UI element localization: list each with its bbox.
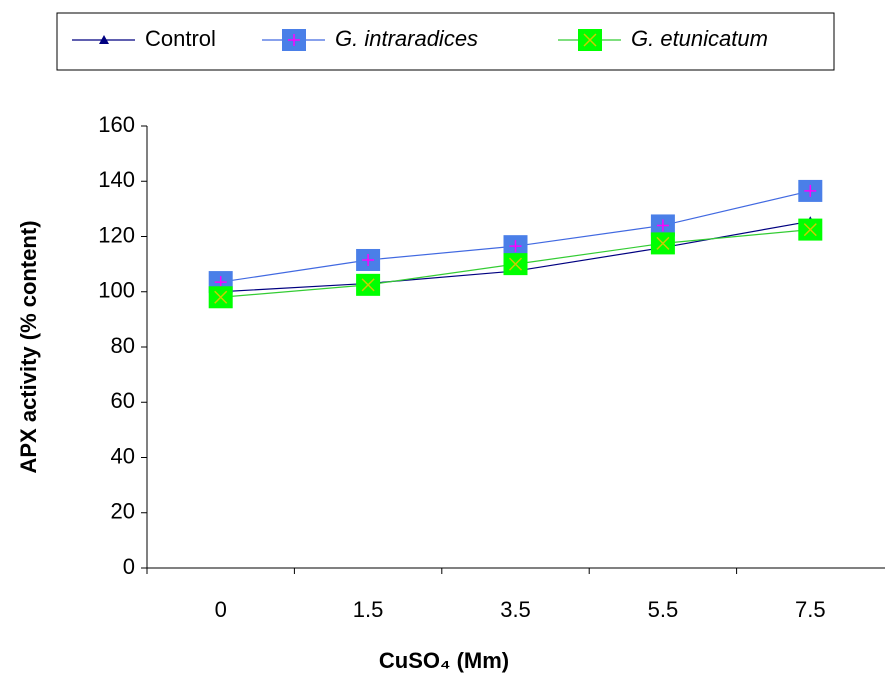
marker-x: [361, 278, 375, 292]
marker-plus: [804, 184, 817, 197]
y-tick-label: 140: [98, 167, 135, 192]
legend-marker: [578, 29, 602, 51]
data-point: [356, 248, 381, 271]
x-tick-label: 7.5: [795, 597, 826, 622]
y-tick-label: 80: [111, 333, 135, 358]
marker-plus: [656, 219, 669, 232]
legend-marker: [99, 35, 109, 44]
marker-plus: [509, 240, 522, 253]
y-tick-label: 20: [111, 499, 135, 524]
y-tick-label: 120: [98, 222, 135, 247]
marker-x: [214, 290, 228, 304]
marker-x: [583, 33, 597, 47]
x-tick-label: 1.5: [353, 597, 384, 622]
y-tick-label: 0: [123, 554, 135, 579]
marker-x: [656, 236, 670, 250]
x-tick-label: 3.5: [500, 597, 531, 622]
data-point: [650, 214, 675, 237]
x-tick-label: 0: [215, 597, 227, 622]
legend-box: [56, 12, 835, 71]
legend-marker: [282, 29, 306, 51]
y-tick-label: 160: [98, 112, 135, 137]
x-tick-label: 5.5: [648, 597, 679, 622]
y-tick-label: 100: [98, 278, 135, 303]
marker-x: [803, 223, 817, 237]
marker-plus: [214, 276, 227, 289]
data-point: [503, 253, 528, 276]
data-point: [503, 235, 528, 258]
legend-label: G. intraradices: [335, 26, 478, 51]
y-tick-label: 40: [111, 443, 135, 468]
y-tick-label: 60: [111, 388, 135, 413]
marker-triangle: [99, 35, 109, 44]
data-point: [356, 273, 381, 296]
data-point: [798, 218, 823, 241]
marker-x: [508, 257, 523, 271]
marker-plus: [288, 34, 300, 46]
y-axis-title: APX activity (% content): [16, 220, 41, 473]
legend-label: Control: [145, 26, 216, 51]
data-point: [208, 286, 233, 309]
data-point: [650, 232, 675, 255]
legend-label: G. etunicatum: [631, 26, 768, 51]
x-axis-title: CuSO₄ (Mm): [379, 648, 509, 673]
data-point: [798, 179, 823, 202]
marker-plus: [362, 253, 375, 266]
